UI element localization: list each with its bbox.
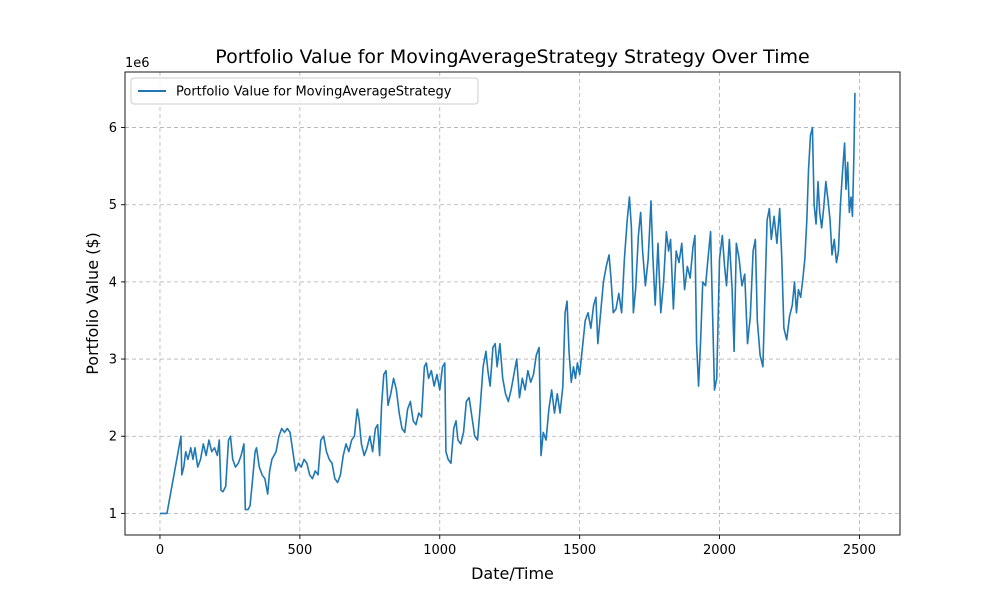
series-line-portfolio-value (159, 92, 856, 515)
x-tick-label: 2500 (843, 543, 876, 558)
legend: Portfolio Value for MovingAverageStrateg… (130, 77, 479, 105)
y-tick-label: 6 (109, 121, 117, 136)
x-tick-label: 1000 (423, 543, 456, 558)
y-tick-label: 3 (109, 353, 117, 368)
x-axis-label: Date/Time (471, 564, 554, 583)
y-offset-label: 1e6 (125, 56, 150, 71)
y-tick-label: 4 (109, 275, 117, 290)
y-tick-label: 1 (109, 507, 117, 522)
x-tick-label: 500 (287, 543, 312, 558)
grid-layer (125, 72, 900, 535)
y-axis-label: Portfolio Value ($) (83, 232, 102, 375)
y-tick-label: 5 (109, 198, 117, 213)
legend-box (130, 77, 479, 105)
chart-title: Portfolio Value for MovingAverageStrateg… (215, 46, 809, 68)
x-tick-label: 2000 (703, 543, 736, 558)
plot-frame (124, 71, 901, 536)
y-tick-label: 2 (109, 430, 117, 445)
legend-label: Portfolio Value for MovingAverageStrateg… (176, 85, 452, 100)
x-tick-label: 0 (156, 543, 164, 558)
tick-layer: 0 500 1000 1500 2000 2500 1 2 3 4 5 6 (109, 121, 876, 558)
x-tick-label: 1500 (563, 543, 596, 558)
